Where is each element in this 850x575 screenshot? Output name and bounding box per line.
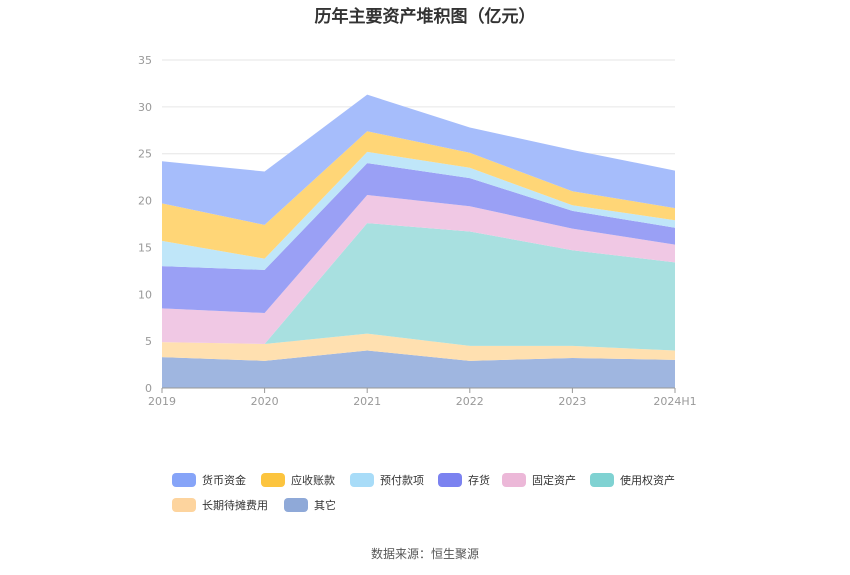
y-tick-label: 20 [138, 195, 152, 208]
legend-item[interactable]: 货币资金 [172, 472, 246, 488]
area-series-4 [162, 163, 675, 314]
y-tick-label: 0 [145, 382, 152, 395]
stacked-area-chart: 0 5 10 15 20 25 30 35 2019 2020 2021 2022 2023 2024H1 [138, 54, 697, 408]
legend-swatch [172, 498, 196, 512]
legend-label: 预付款项 [380, 474, 424, 487]
legend-item[interactable]: 固定资产 [502, 472, 576, 488]
area-series-7 [162, 94, 675, 225]
legend-label: 货币资金 [202, 474, 246, 487]
y-tick-label: 35 [138, 54, 152, 67]
x-tick-label: 2019 [148, 395, 176, 408]
y-tick-label: 30 [138, 101, 152, 114]
legend-swatch [438, 473, 462, 487]
legend-item[interactable]: 应收账款 [261, 472, 335, 488]
legend-label: 其它 [314, 499, 336, 512]
legend-item[interactable]: 使用权资产 [590, 472, 675, 488]
x-tick-label: 2020 [251, 395, 279, 408]
legend-swatch [590, 473, 614, 487]
legend-swatch [502, 473, 526, 487]
y-tick-label: 10 [138, 288, 152, 301]
legend-label: 长期待摊费用 [202, 499, 268, 512]
legend-item[interactable]: 预付款项 [350, 472, 424, 488]
legend-label: 应收账款 [291, 474, 335, 487]
x-tick-label: 2021 [353, 395, 381, 408]
legend-label: 存货 [468, 474, 490, 487]
legend-swatch [172, 473, 196, 487]
x-tick-label: 2024H1 [653, 395, 696, 408]
area-series-1 [162, 333, 675, 361]
x-tick-label: 2023 [558, 395, 586, 408]
area-series-3 [162, 194, 675, 344]
legend-swatch [261, 473, 285, 487]
area-series-0 [162, 350, 675, 388]
legend-item[interactable]: 其它 [284, 497, 336, 513]
legend-swatch [350, 473, 374, 487]
legend-swatch [284, 498, 308, 512]
data-source-note: 数据来源：恒生聚源 [370, 547, 479, 561]
area-series-6 [162, 131, 675, 259]
legend-label: 固定资产 [532, 474, 576, 487]
y-tick-label: 25 [138, 148, 152, 161]
legend-label: 使用权资产 [620, 474, 675, 487]
area-series-5 [162, 151, 675, 270]
legend-item[interactable]: 存货 [438, 472, 490, 488]
area-series-2 [162, 223, 675, 351]
y-tick-label: 5 [145, 335, 152, 348]
chart-title: 历年主要资产堆积图（亿元） [314, 7, 536, 27]
y-tick-label: 15 [138, 241, 152, 254]
legend-item[interactable]: 长期待摊费用 [172, 497, 268, 513]
x-tick-label: 2022 [456, 395, 484, 408]
